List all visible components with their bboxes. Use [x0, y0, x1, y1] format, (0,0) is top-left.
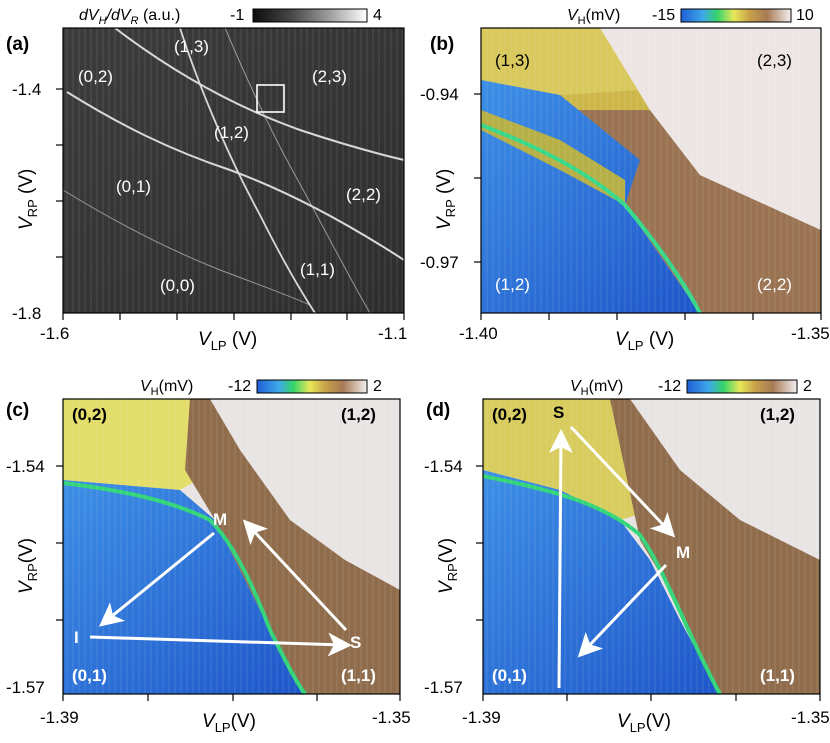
- region-label-a-1-2: (1,2): [214, 123, 249, 142]
- y-tick-b-0: -0.94: [420, 85, 459, 104]
- colorbar-b-min: -15: [652, 7, 675, 24]
- x-tick-b-0: -1.40: [459, 324, 498, 343]
- panel-c: (c) VH(mV) -12 2 (0,2) (1,2) (0,1) (1,1): [6, 378, 411, 735]
- region-label-c-0-1: (0,1): [72, 666, 107, 685]
- y-tick-a-1: -1.8: [12, 304, 41, 323]
- x-tick-c-0: -1.39: [40, 708, 79, 727]
- sequence-arrows-d: [548, 425, 676, 689]
- region-label-a-2-2: (2,2): [346, 185, 381, 204]
- region-label-c-1-2: (1,2): [341, 405, 376, 424]
- x-label-b: VLP (V): [615, 329, 674, 353]
- region-label-b-1-2: (1,2): [495, 275, 530, 294]
- panel-label-d: (d): [426, 400, 450, 421]
- point-label-d-s: S: [553, 403, 564, 422]
- y-label-b: VRP (V): [434, 169, 458, 230]
- heatmap-b: [480, 28, 821, 314]
- arrow-d-m-down: [577, 563, 668, 658]
- point-label-d-m: M: [676, 543, 690, 562]
- heatmap-d: [482, 399, 820, 695]
- panel-label-c: (c): [6, 400, 29, 421]
- region-label-a-0-2: (0,2): [78, 67, 113, 86]
- region-label-a-0-0: (0,0): [160, 276, 195, 295]
- y-label-d: VRP(V): [436, 538, 460, 594]
- colorbar-a: dVH/dVR (a.u.) -1 4: [79, 7, 382, 27]
- colorbar-b-title: VH(mV): [567, 7, 620, 27]
- colorbar-a-gradient: [252, 8, 368, 23]
- region-label-a-2-3: (2,3): [312, 67, 347, 86]
- arrow-d-up-to-s: [548, 429, 573, 689]
- colorbar-c-title: VH(mV): [140, 378, 193, 398]
- y-tick-b-1: -0.97: [420, 253, 459, 272]
- y-tick-a-0: -1.4: [12, 80, 41, 99]
- transition-lines-a: [62, 27, 405, 314]
- region-label-a-1-3: (1,3): [174, 37, 209, 56]
- axes-frame-c: [62, 398, 401, 695]
- axes-frame-b: [480, 27, 822, 314]
- arrow-c-i-to-s: [89, 632, 352, 657]
- x-tick-c-1: -1.35: [372, 708, 411, 727]
- colorbar-b-max: 10: [796, 7, 814, 24]
- panel-b: (b) VH(mV) -15 10 (1,3) (2,3) (1,2) (2,2…: [420, 7, 830, 353]
- colorbar-c-max: 2: [373, 378, 382, 395]
- region-label-a-1-1: (1,1): [300, 260, 335, 279]
- y-label-c: VRP(V): [16, 538, 40, 594]
- region-label-a-0-1: (0,1): [116, 177, 151, 196]
- sequence-arrows-c: [89, 519, 352, 657]
- ticks-c: [56, 465, 401, 701]
- colorbar-c-gradient: [256, 379, 368, 394]
- point-label-c-s: S: [350, 633, 361, 652]
- colorbar-c: VH(mV) -12 2: [140, 378, 382, 398]
- panel-label-a: (a): [6, 34, 29, 55]
- y-tick-d-0: -1.54: [424, 457, 463, 476]
- ticks-d: [476, 465, 821, 701]
- panel-d: (d) VH(mV) -12 2 (0,2) (1,2) (0,1) (1,1): [424, 378, 830, 735]
- colorbar-b: VH(mV) -15 10: [567, 7, 814, 27]
- region-label-d-0-2: (0,2): [492, 405, 527, 424]
- colorbar-d-gradient: [686, 379, 798, 394]
- arrow-c-m-to-i: [99, 531, 215, 627]
- x-label-a: VLP (V): [198, 329, 257, 353]
- colorbar-d: VH(mV) -12 2: [570, 378, 812, 398]
- x-tick-a-0: -1.6: [40, 324, 69, 343]
- colorbar-a-max: 4: [373, 7, 382, 24]
- region-label-b-1-3: (1,3): [495, 51, 530, 70]
- y-tick-c-0: -1.54: [6, 457, 45, 476]
- y-label-a: VRP (V): [16, 169, 40, 230]
- colorbar-a-min: -1: [230, 7, 244, 24]
- colorbar-d-min: -12: [658, 378, 681, 395]
- x-label-d: VLP(V): [617, 711, 671, 735]
- region-label-c-0-2: (0,2): [72, 405, 107, 424]
- point-label-c-m: M: [213, 510, 227, 529]
- region-label-d-1-2: (1,2): [760, 405, 795, 424]
- y-tick-c-1: -1.57: [6, 678, 45, 697]
- colorbar-d-title: VH(mV): [570, 378, 623, 398]
- x-tick-a-1: -1.1: [378, 324, 407, 343]
- point-label-c-i: I: [74, 628, 79, 647]
- colorbar-b-gradient: [680, 8, 792, 23]
- region-label-b-2-3: (2,3): [757, 51, 792, 70]
- zoom-box-a: [256, 84, 285, 113]
- region-label-b-2-2: (2,2): [757, 275, 792, 294]
- region-label-c-1-1: (1,1): [341, 666, 376, 685]
- ticks-b: [474, 93, 822, 320]
- arrow-c-s-to-m: [242, 519, 348, 632]
- region-label-d-1-1: (1,1): [760, 666, 795, 685]
- y-tick-d-1: -1.57: [424, 678, 463, 697]
- ticks-a: [56, 88, 405, 320]
- x-tick-d-0: -1.39: [462, 708, 501, 727]
- x-tick-d-1: -1.35: [791, 708, 830, 727]
- colorbar-a-title: dVH/dVR (a.u.): [79, 7, 180, 27]
- region-label-d-0-1: (0,1): [492, 666, 527, 685]
- colorbar-c-min: -12: [228, 378, 251, 395]
- x-label-c: VLP(V): [202, 711, 256, 735]
- panel-a: (a) dVH/dVR (a.u.) -1 4 (1,3) (0,2) (2,3…: [6, 7, 407, 353]
- x-tick-b-1: -1.35: [791, 324, 830, 343]
- arrow-d-s-to-m: [569, 425, 676, 538]
- panel-label-b: (b): [430, 34, 454, 55]
- colorbar-d-max: 2: [803, 378, 812, 395]
